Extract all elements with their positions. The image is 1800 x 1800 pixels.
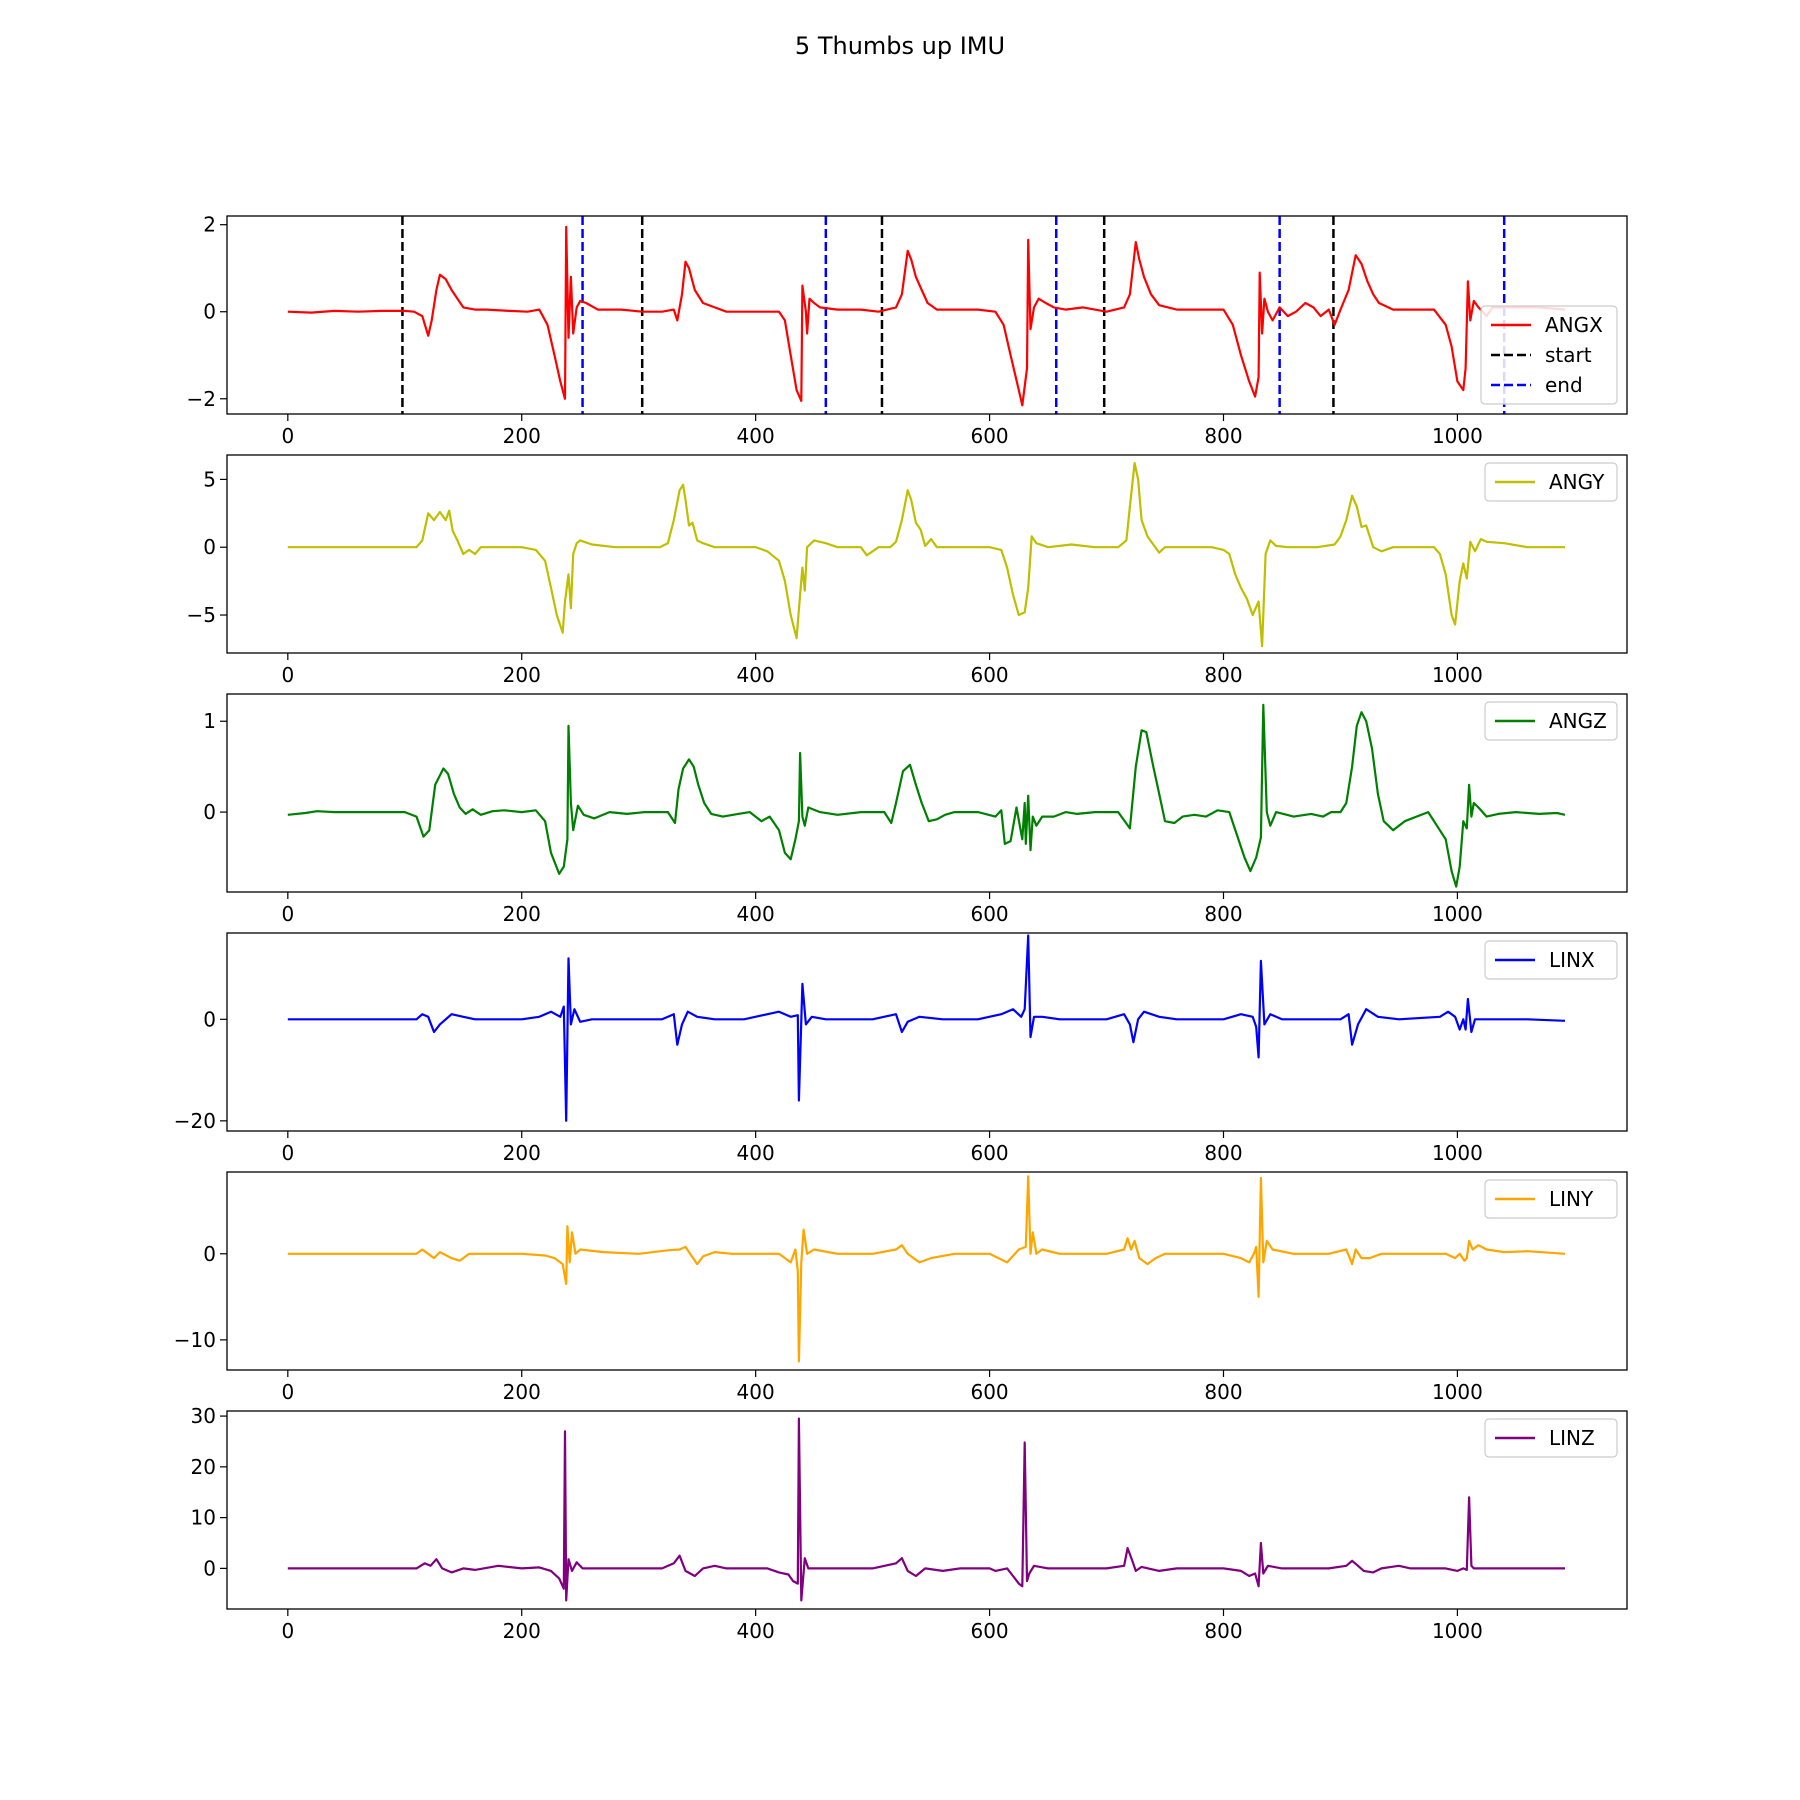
- subplot-liny: 0 200 400 600 800 1000 −10 0 LINY: [174, 1171, 1628, 1404]
- y-tick-label-angx-2: 2: [203, 213, 216, 237]
- x-tick-label-angy-800: 800: [1204, 663, 1242, 687]
- y-tick-label-angx-0: −2: [187, 387, 216, 411]
- x-tick-label-angx-200: 200: [503, 424, 541, 448]
- subplot-angy: 0 200 400 600 800 1000 −5 0 5 ANGY: [187, 454, 1628, 687]
- legend-label-liny: LINY: [1549, 1187, 1594, 1211]
- y-tick-label-angy-1: 0: [203, 535, 216, 559]
- x-tick-label-angz-600: 600: [970, 902, 1008, 926]
- x-tick-label-angy-0: 0: [281, 663, 294, 687]
- subplot-linx: 0 200 400 600 800 1000 −20 0 LINX: [174, 932, 1628, 1165]
- legend-label-end: end: [1545, 373, 1583, 397]
- x-tick-label-linz-800: 800: [1204, 1619, 1242, 1643]
- legend-angx: ANGX start end: [1480, 305, 1618, 405]
- y-tick-label-linx-1: 0: [203, 1007, 216, 1031]
- y-tick-label-angz-0: 0: [203, 800, 216, 824]
- legend-label-angz: ANGZ: [1549, 709, 1607, 733]
- y-tick-label-linz-0: 0: [203, 1556, 216, 1580]
- y-tick-label-angy-2: 5: [203, 467, 216, 491]
- legend-angz: ANGZ: [1484, 701, 1618, 741]
- x-tick-label-angx-800: 800: [1204, 424, 1242, 448]
- axes-frame-linx: [226, 932, 1628, 1132]
- legend-box-linz: [1484, 1418, 1618, 1458]
- legend-box-liny: [1484, 1179, 1618, 1219]
- x-tick-label-liny-600: 600: [970, 1380, 1008, 1404]
- x-tick-label-linz-1000: 1000: [1432, 1619, 1483, 1643]
- y-tick-label-linz-2: 20: [191, 1455, 216, 1479]
- x-tick-label-angz-0: 0: [281, 902, 294, 926]
- series-line-liny: [287, 1175, 1566, 1363]
- subplot-angx: 0 200 400 600 800 1000 −2 0 2 ANGX start end: [187, 213, 1628, 448]
- legend-linx: LINX: [1484, 940, 1618, 980]
- legend-angy: ANGY: [1484, 462, 1618, 502]
- legend-linz: LINZ: [1484, 1418, 1618, 1458]
- x-tick-label-linz-200: 200: [503, 1619, 541, 1643]
- x-tick-label-linz-0: 0: [281, 1619, 294, 1643]
- y-tick-label-angx-1: 0: [203, 300, 216, 324]
- x-tick-label-angz-800: 800: [1204, 902, 1242, 926]
- legend-box-angz: [1484, 701, 1618, 741]
- legend-label-start: start: [1545, 343, 1592, 367]
- series-line-linz: [287, 1417, 1565, 1602]
- series-line-angz: [287, 703, 1566, 888]
- y-tick-label-angy-0: −5: [187, 603, 216, 627]
- series-line-angy: [287, 462, 1565, 648]
- legend-label-angx: ANGX: [1545, 313, 1603, 337]
- y-tick-label-liny-0: −10: [174, 1328, 216, 1352]
- legend-label-angy: ANGY: [1549, 470, 1605, 494]
- subplot-linz: 0 200 400 600 800 1000 0 10 20 30 LINZ: [191, 1404, 1628, 1643]
- x-tick-label-angy-1000: 1000: [1432, 663, 1483, 687]
- x-tick-label-angx-1000: 1000: [1432, 424, 1483, 448]
- x-tick-label-linz-600: 600: [970, 1619, 1008, 1643]
- y-tick-label-linz-1: 10: [191, 1506, 216, 1530]
- x-tick-label-linz-400: 400: [737, 1619, 775, 1643]
- y-tick-label-linz-3: 30: [191, 1404, 216, 1428]
- x-tick-label-angy-600: 600: [970, 663, 1008, 687]
- x-tick-label-angz-400: 400: [737, 902, 775, 926]
- x-tick-label-linx-400: 400: [737, 1141, 775, 1165]
- x-tick-label-angx-600: 600: [970, 424, 1008, 448]
- legend-box-angy: [1484, 462, 1618, 502]
- axes-frame-angy: [226, 454, 1628, 654]
- x-tick-label-liny-0: 0: [281, 1380, 294, 1404]
- x-tick-label-angz-200: 200: [503, 902, 541, 926]
- x-tick-label-linx-800: 800: [1204, 1141, 1242, 1165]
- series-line-linx: [287, 934, 1566, 1122]
- figure-title: 5 Thumbs up IMU: [794, 32, 1006, 60]
- axes-frame-linz: [226, 1410, 1628, 1610]
- legend-liny: LINY: [1484, 1179, 1618, 1219]
- series-line-angx: [287, 225, 1566, 407]
- legend-label-linz: LINZ: [1549, 1426, 1595, 1450]
- x-tick-label-linx-1000: 1000: [1432, 1141, 1483, 1165]
- x-tick-label-angy-200: 200: [503, 663, 541, 687]
- x-tick-label-angx-400: 400: [737, 424, 775, 448]
- x-tick-label-angy-400: 400: [737, 663, 775, 687]
- x-tick-label-linx-0: 0: [281, 1141, 294, 1165]
- x-tick-label-linx-200: 200: [503, 1141, 541, 1165]
- x-tick-label-liny-1000: 1000: [1432, 1380, 1483, 1404]
- y-tick-label-angz-1: 1: [203, 709, 216, 733]
- axes-frame-liny: [226, 1171, 1628, 1371]
- x-tick-label-angz-1000: 1000: [1432, 902, 1483, 926]
- axes-frame-angz: [226, 693, 1628, 893]
- y-tick-label-linx-0: −20: [174, 1109, 216, 1133]
- axes-frame-angx: [226, 215, 1628, 415]
- legend-label-linx: LINX: [1549, 948, 1595, 972]
- x-tick-label-angx-0: 0: [281, 424, 294, 448]
- y-tick-label-liny-1: 0: [203, 1242, 216, 1266]
- x-tick-label-liny-200: 200: [503, 1380, 541, 1404]
- x-tick-label-liny-800: 800: [1204, 1380, 1242, 1404]
- subplot-angz: 0 200 400 600 800 1000 0 1 ANGZ: [203, 693, 1628, 926]
- legend-box-angx: [1480, 305, 1618, 405]
- legend-box-linx: [1484, 940, 1618, 980]
- x-tick-label-linx-600: 600: [970, 1141, 1008, 1165]
- x-tick-label-liny-400: 400: [737, 1380, 775, 1404]
